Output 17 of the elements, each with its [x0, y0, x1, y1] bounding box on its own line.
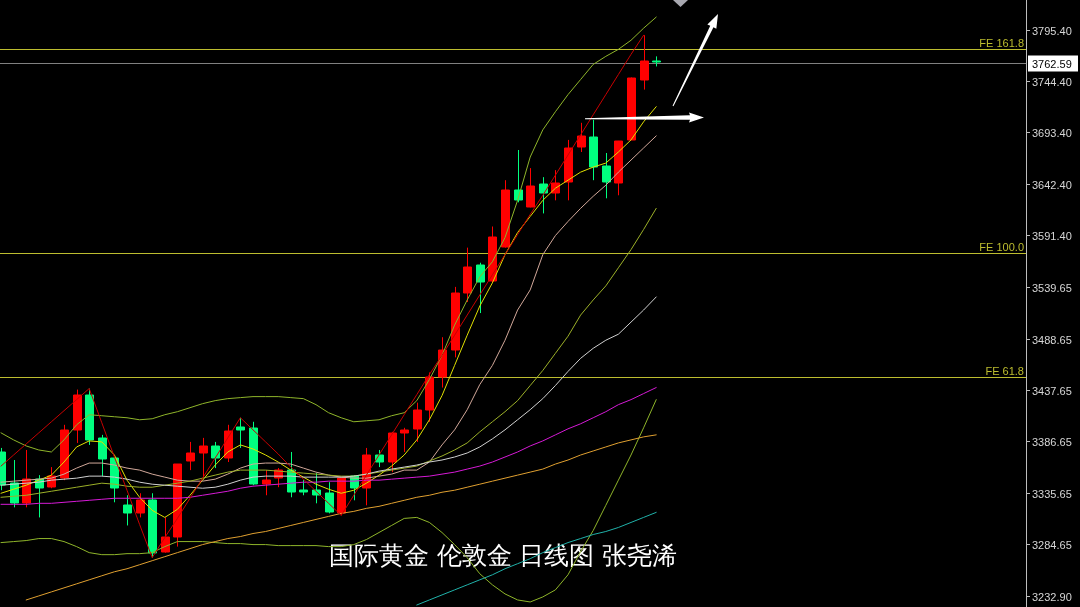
ref-line-label: FE 161.8	[979, 36, 1024, 49]
y-tick-label: 3693.40	[1032, 126, 1072, 139]
y-tick-label: 3591.40	[1032, 229, 1072, 242]
y-tick-label: 3642.40	[1032, 178, 1072, 191]
y-tick-label: 3335.65	[1032, 487, 1072, 500]
y-tick-label: 3539.65	[1032, 281, 1072, 294]
y-tick-label: 3488.65	[1032, 333, 1072, 346]
caption: 国际黄金 伦敦金 日线图 张尧浠	[328, 540, 678, 570]
y-tick-label: 3232.90	[1032, 590, 1072, 603]
ref-line-label: 3762.59	[1032, 57, 1072, 70]
y-tick-label: 3795.40	[1032, 24, 1072, 37]
y-tick-label: 3744.40	[1032, 75, 1072, 88]
y-tick-label: 3437.65	[1032, 384, 1072, 397]
ref-line-label: FE 100.0	[979, 240, 1024, 253]
y-tick-label: 3386.65	[1032, 435, 1072, 448]
ref-line-label: FE 61.8	[985, 364, 1024, 377]
y-tick-label: 3284.65	[1032, 538, 1072, 551]
